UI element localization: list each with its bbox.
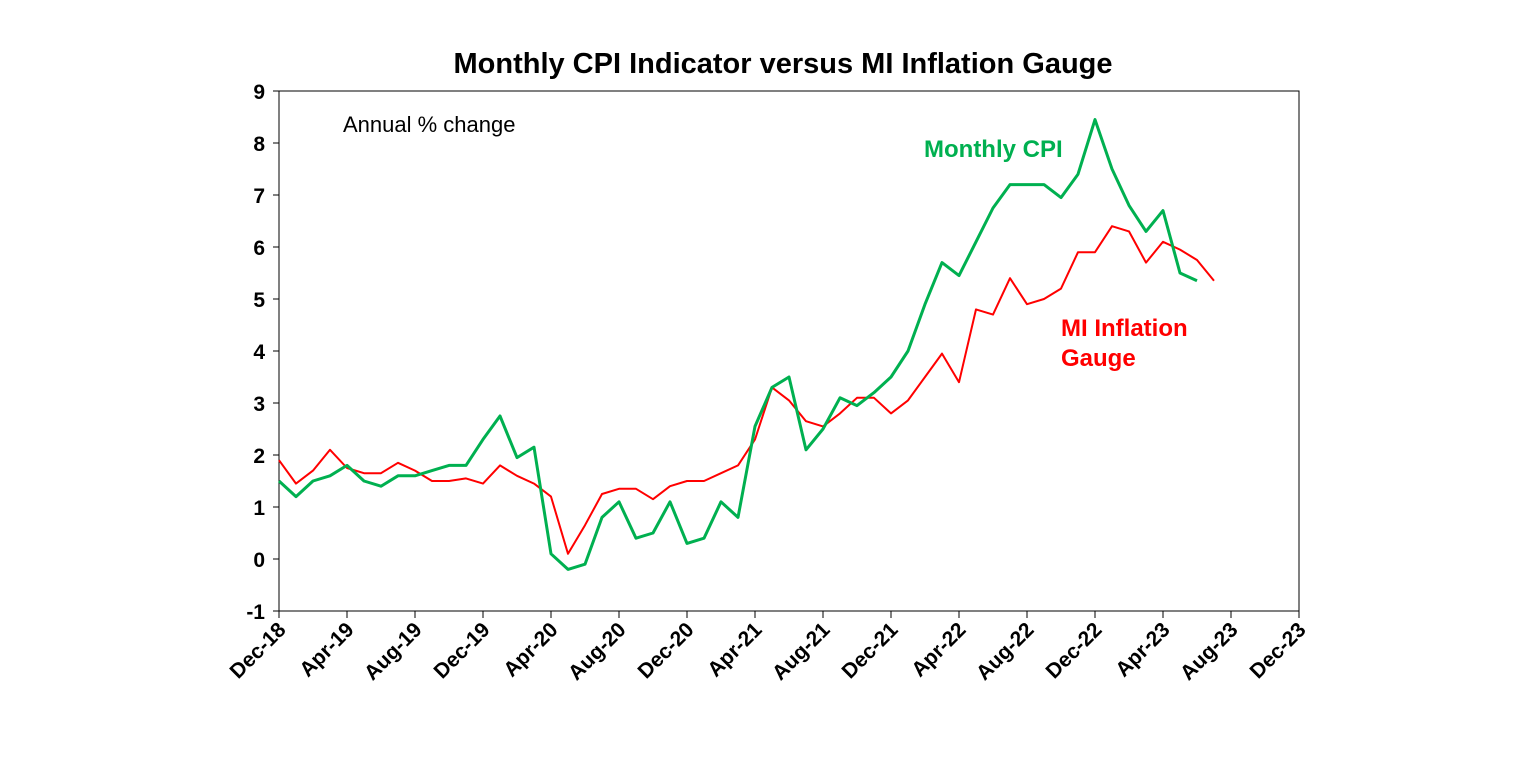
- x-tick-label: Apr-22: [907, 618, 970, 681]
- y-tick-label: 7: [253, 185, 265, 208]
- series-label-monthly-cpi: Monthly CPI: [924, 136, 1063, 163]
- series-labels: Monthly CPI MI Inflation Gauge: [924, 136, 1188, 372]
- x-tick-label: Dec-20: [634, 618, 699, 683]
- plot-area: [278, 90, 1300, 612]
- y-tick-label: 0: [253, 549, 265, 572]
- x-tick-label: Dec-23: [1246, 618, 1311, 683]
- y-tick-label: 6: [253, 237, 265, 260]
- series-label-mi-inflation-gauge: MI Inflation: [1061, 315, 1188, 342]
- y-tick-label: -1: [246, 601, 265, 624]
- x-tick-label: Dec-19: [430, 618, 495, 683]
- y-tick-label: 9: [253, 81, 265, 104]
- y-tick-label: 3: [253, 393, 265, 416]
- y-tick-label: 8: [253, 133, 265, 156]
- x-tick-label: Apr-20: [499, 618, 562, 681]
- annotation: Annual % change: [343, 112, 515, 137]
- x-axis: Dec-18 Apr-19 Aug-19 Dec-19 Apr-20 Aug-20 Dec-…: [226, 611, 1311, 685]
- series-label-mi-inflation-gauge: Gauge: [1061, 345, 1136, 372]
- x-tick-label: Aug-21: [768, 618, 835, 685]
- x-tick-label: Apr-23: [1111, 618, 1174, 681]
- x-tick-label: Aug-23: [1176, 618, 1243, 685]
- x-tick-label: Aug-22: [972, 618, 1039, 685]
- series-line-monthly-cpi: [277, 118, 1198, 571]
- y-tick-label: 2: [253, 445, 265, 468]
- y-tick-label: 1: [253, 497, 265, 520]
- series-line-mi-inflation-gauge: [278, 225, 1215, 555]
- x-tick-label: Apr-21: [703, 618, 767, 682]
- x-tick-label: Aug-20: [564, 618, 631, 685]
- y-tick-label: 5: [253, 289, 265, 312]
- x-tick-label: Aug-19: [360, 618, 427, 685]
- x-tick-label: Apr-19: [295, 618, 358, 681]
- series-lines: [277, 118, 1215, 571]
- chart-title: Monthly CPI Indicator versus MI Inflatio…: [453, 48, 1112, 80]
- y-tick-label: 4: [253, 341, 265, 364]
- x-tick-label: Dec-22: [1042, 618, 1107, 683]
- x-tick-label: Dec-21: [838, 618, 903, 683]
- x-tick-label: Dec-18: [226, 618, 291, 683]
- y-axis: -1 0 1 2 3 4 5 6 7 8 9: [246, 81, 279, 624]
